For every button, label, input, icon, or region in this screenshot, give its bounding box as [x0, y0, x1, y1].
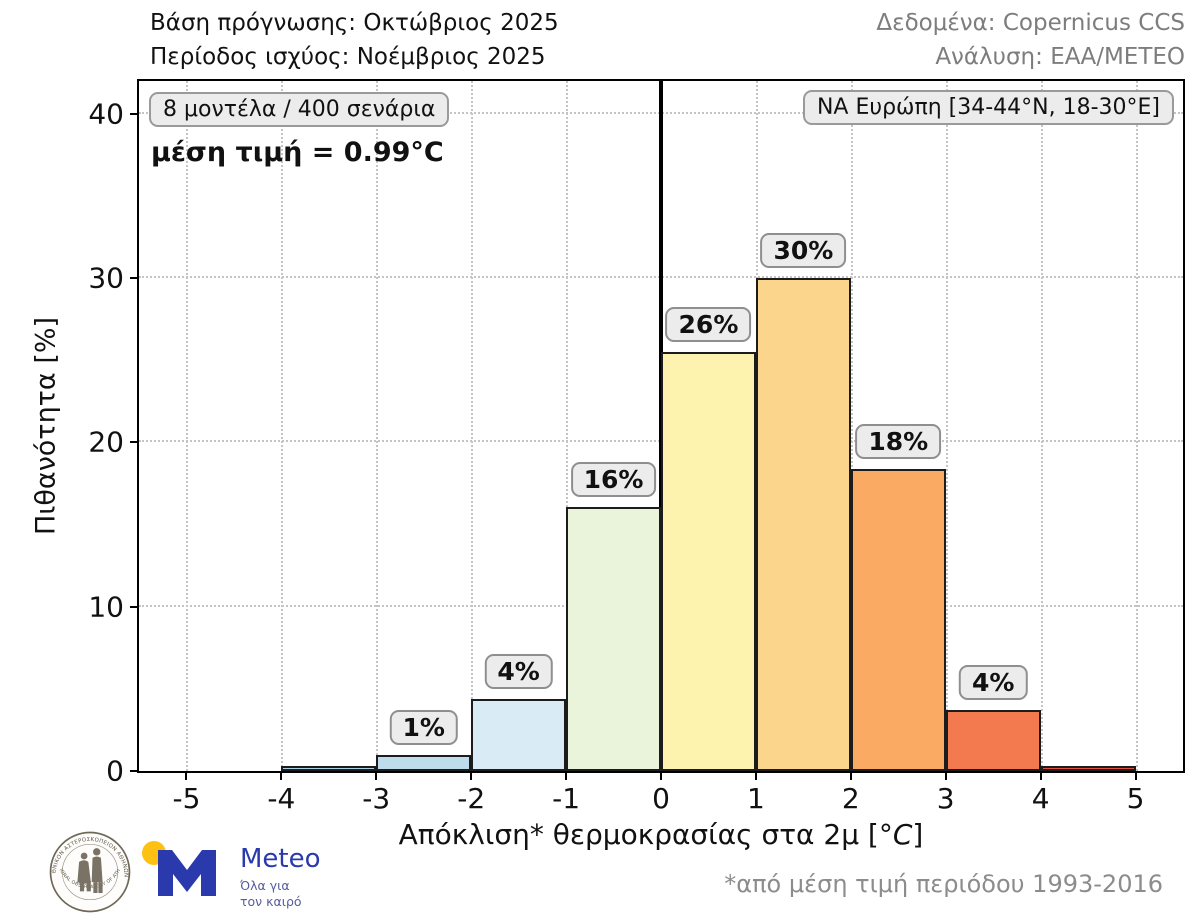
meteo-logo-name: Meteo: [240, 844, 321, 874]
histogram-bar--2-to--1: [471, 698, 567, 771]
x-axis-title-part: Απόκλιση* θερμοκρασίας στα 2μ [°: [398, 818, 893, 851]
x-tick-mark: [944, 771, 947, 780]
y-tick-mark: [130, 605, 139, 608]
mean-value-text: μέση τιμή = 0.99°C: [151, 137, 444, 168]
histogram-bar-0-to-1: [661, 352, 756, 771]
y-tick-mark: [130, 770, 139, 772]
vertical-gridline: [471, 81, 474, 771]
x-tick-label: -4: [267, 782, 296, 815]
x-tick-label: 3: [936, 782, 955, 815]
vertical-gridline: [945, 81, 948, 771]
vertical-gridline: [186, 81, 189, 771]
x-tick-mark: [185, 771, 188, 780]
x-tick-label: -3: [362, 782, 391, 815]
histogram-bar--4-to--3: [281, 766, 377, 771]
vertical-gridline: [1040, 81, 1043, 771]
forecast-base-text: Βάση πρόγνωσης: Οκτώβριος 2025: [150, 10, 559, 36]
vertical-gridline: [850, 81, 853, 771]
bar-value-label: 30%: [760, 233, 847, 269]
valid-period-text: Περίοδος ισχύος: Νοέμβριος 2025: [150, 44, 546, 70]
y-tick-label: 0: [106, 754, 124, 788]
x-tick-mark: [565, 771, 568, 780]
x-axis-title: Απόκλιση* θερμοκρασίας στα 2μ [°C]: [399, 818, 924, 851]
histogram-bar-3-to-4: [945, 710, 1041, 771]
x-tick-label: 4: [1031, 782, 1050, 815]
y-tick-label: 20: [88, 425, 124, 459]
x-tick-mark: [280, 771, 283, 780]
x-tick-label: -2: [457, 782, 486, 815]
bar-value-label: 1%: [389, 709, 458, 745]
x-tick-label: -5: [172, 782, 201, 815]
x-axis-title-part: ]: [912, 818, 924, 851]
baseline-footnote: *από μέση τιμή περιόδου 1993-2016: [724, 870, 1163, 898]
x-tick-label: -1: [552, 782, 581, 815]
x-tick-label: 0: [652, 782, 670, 815]
bar-value-label: 4%: [484, 653, 553, 689]
y-axis-title: Πιθανότητα [%]: [30, 316, 62, 536]
plot-area: 8 μοντέλα / 400 σενάρια ΝΑ Ευρώπη [34-44…: [88, 79, 1185, 815]
y-tick-mark: [130, 441, 139, 444]
x-tick-mark: [1134, 771, 1137, 780]
data-source-text: Δεδομένα: Copernicus CCS: [876, 10, 1185, 36]
x-tick-label: 1: [746, 782, 765, 815]
bar-value-label: 26%: [665, 307, 752, 343]
vertical-gridline: [376, 81, 379, 771]
histogram-bar-4-to-5: [1040, 766, 1136, 771]
vertical-gridline: [1135, 81, 1138, 771]
x-tick-mark: [754, 771, 757, 780]
y-tick-mark: [130, 112, 139, 115]
x-axis-title-unit: C: [892, 818, 913, 851]
x-tick-mark: [470, 771, 473, 780]
bar-value-label: 18%: [855, 423, 942, 459]
vertical-gridline: [566, 81, 569, 771]
histogram-bar--1-to-0: [566, 506, 661, 771]
national-observatory-athens-seal-icon: ΕΘΝΙΚΟΝ ΑΣΤΕΡΟΣΚΟΠΕΙΟΝ ΑΘΗΝΩΝ NATIONAL O…: [48, 830, 131, 913]
meteo-m-icon: [142, 840, 224, 898]
x-tick-mark: [1039, 771, 1042, 780]
x-tick-label: 5: [1126, 782, 1145, 815]
region-badge: ΝΑ Ευρώπη [34-44°N, 18-30°E]: [802, 90, 1174, 125]
x-tick-mark: [375, 771, 378, 780]
vertical-gridline: [281, 81, 284, 771]
seal-figures: [77, 848, 103, 893]
y-tick-label: 40: [88, 97, 124, 131]
analysis-text: Ανάλυση: ΕΑΑ/ΜΕΤΕΟ: [935, 44, 1185, 70]
models-scenarios-badge: 8 μοντέλα / 400 σενάρια: [149, 92, 450, 127]
histogram-bar-1-to-2: [755, 278, 851, 771]
x-tick-mark: [660, 771, 662, 780]
bar-value-label: 4%: [958, 665, 1028, 701]
histogram-bar-2-to-3: [850, 468, 946, 771]
bar-value-label: 16%: [570, 461, 657, 497]
y-tick-label: 10: [88, 590, 124, 624]
meteo-logo-tagline: Όλα για τον καιρό: [240, 878, 302, 910]
x-tick-mark: [849, 771, 852, 780]
y-tick-mark: [130, 277, 139, 280]
histogram-bar--3-to--2: [376, 754, 472, 771]
meteo-logo: Meteo Όλα για τον καιρό: [142, 840, 321, 911]
x-tick-label: 2: [841, 782, 860, 815]
y-tick-label: 30: [88, 261, 124, 295]
